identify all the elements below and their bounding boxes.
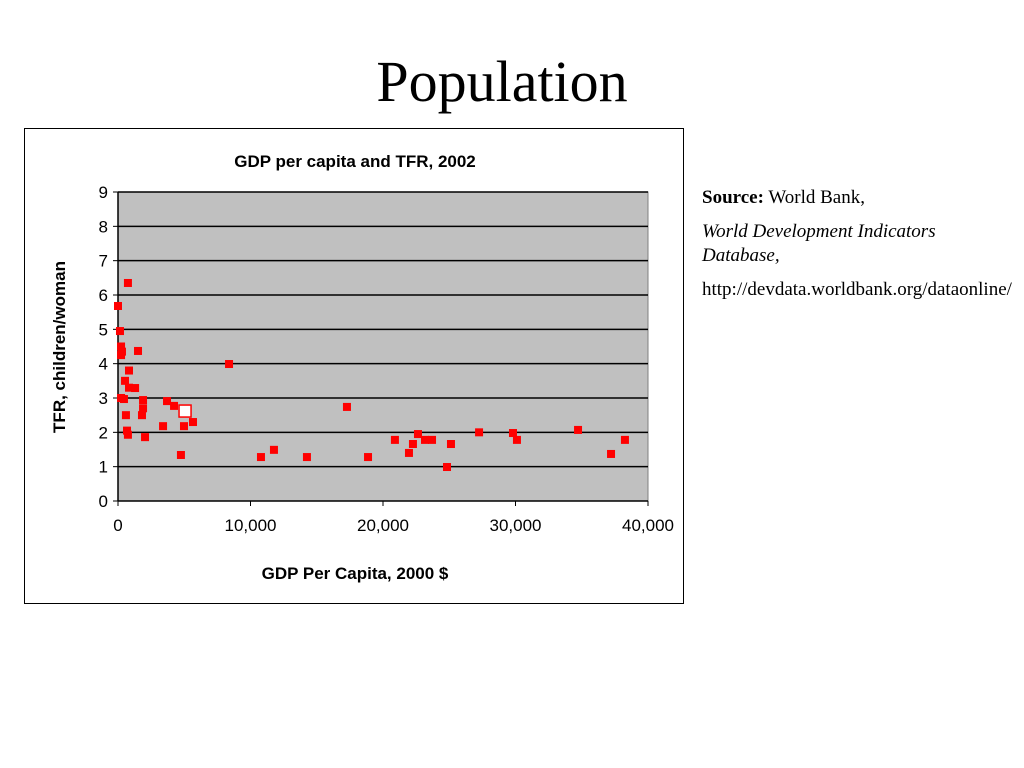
data-point (159, 422, 168, 431)
source-label: Source: (702, 187, 764, 208)
data-point (179, 422, 188, 431)
data-point (512, 435, 521, 444)
data-point (117, 351, 126, 360)
data-point (121, 376, 130, 385)
chart-title: GDP per capita and TFR, 2002 (234, 152, 476, 171)
data-point (123, 426, 132, 435)
data-point (404, 448, 413, 457)
x-tick-label: 20,000 (357, 516, 409, 535)
data-point (141, 433, 150, 442)
data-point (188, 418, 197, 427)
source-url[interactable]: http://devdata.worldbank.org/dataonline/ (702, 279, 1012, 300)
data-point (114, 301, 122, 310)
y-tick-label: 3 (99, 389, 108, 408)
data-point (390, 435, 399, 444)
y-tick-label: 9 (99, 183, 108, 202)
x-axis-label: GDP Per Capita, 2000 $ (262, 564, 449, 583)
data-point (176, 450, 185, 459)
y-axis-label: TFR, children/woman (50, 261, 69, 433)
data-point (607, 449, 616, 458)
y-tick-label: 4 (99, 355, 108, 374)
data-point (119, 395, 128, 404)
data-point (139, 396, 148, 405)
y-tick-label: 6 (99, 286, 108, 305)
slide-title: Population (376, 49, 628, 114)
data-point (620, 435, 629, 444)
data-point (124, 366, 133, 375)
y-tick-label: 8 (99, 217, 108, 236)
data-point (442, 463, 451, 472)
x-tick-label: 40,000 (622, 516, 674, 535)
x-tick-label: 0 (113, 516, 122, 535)
data-point (408, 440, 417, 449)
plot-area (117, 191, 649, 502)
data-point (124, 383, 133, 392)
source-note: Source: World Bank, World Development In… (702, 186, 1017, 312)
data-point (302, 453, 311, 462)
data-point (131, 384, 140, 393)
y-tick-label: 5 (99, 320, 108, 339)
y-tick-label: 2 (99, 423, 108, 442)
data-point (139, 404, 148, 413)
y-tick-label: 1 (99, 458, 108, 477)
x-tick-label: 10,000 (225, 516, 277, 535)
data-point (508, 429, 517, 438)
data-point (421, 435, 430, 444)
data-point (413, 430, 422, 439)
scatter-chart: GDP per capita and TFR, 2002 0123456789 … (50, 152, 674, 583)
data-point (342, 402, 351, 411)
data-point (137, 411, 146, 420)
data-point (163, 397, 172, 406)
data-point (117, 342, 126, 351)
data-point (134, 346, 143, 355)
data-point (123, 430, 132, 439)
y-tick-label: 0 (99, 492, 108, 511)
highlighted-data-point (178, 404, 192, 418)
data-point (225, 360, 234, 369)
data-point (256, 453, 265, 462)
data-point (123, 278, 132, 287)
data-point (121, 411, 130, 420)
x-tick-label: 30,000 (490, 516, 542, 535)
data-point (364, 453, 373, 462)
source-org: World Bank, (768, 187, 865, 208)
data-point (269, 445, 278, 454)
source-database: World Development Indicators Database, (702, 221, 936, 266)
data-point (446, 440, 455, 449)
data-point (574, 425, 583, 434)
data-point (428, 435, 437, 444)
data-point (475, 428, 484, 437)
data-point (170, 401, 179, 410)
y-tick-label: 7 (99, 252, 108, 271)
data-point (115, 327, 124, 336)
